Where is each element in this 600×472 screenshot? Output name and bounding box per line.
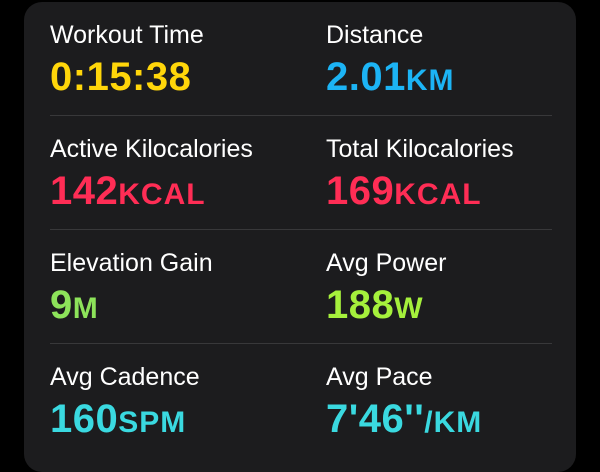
divider	[50, 343, 552, 344]
metric-value: 7'46''/KM	[326, 398, 576, 444]
divider	[50, 115, 552, 116]
metric-label: Distance	[326, 21, 424, 49]
metric-workout-time: Workout Time 0:15:38	[50, 20, 300, 102]
metric-unit: KCAL	[394, 178, 482, 211]
metrics-row: Elevation Gain 9M Avg Power 188W	[24, 230, 576, 343]
metric-value: 142KCAL	[50, 170, 300, 216]
metric-distance: Distance 2.01KM	[326, 20, 576, 102]
metric-value: 169KCAL	[326, 170, 576, 216]
metric-avg-cadence: Avg Cadence 160SPM	[50, 362, 300, 444]
metric-number: 160	[50, 397, 119, 441]
metric-value: 160SPM	[50, 398, 300, 444]
metric-label: Avg Power	[326, 249, 447, 277]
metric-label: Avg Cadence	[50, 363, 200, 391]
metric-number: 188	[326, 283, 395, 327]
metrics-row: Active Kilocalories 142KCAL Total Kiloca…	[24, 116, 576, 229]
metric-number: 2.01	[326, 55, 406, 99]
metric-label: Avg Pace	[326, 363, 433, 391]
metric-unit: KCAL	[118, 178, 206, 211]
metric-label: Workout Time	[50, 21, 204, 49]
metric-avg-power: Avg Power 188W	[326, 248, 576, 330]
metric-elevation-gain: Elevation Gain 9M	[50, 248, 300, 330]
metric-value: 0:15:38	[50, 56, 300, 102]
metric-unit: KM	[405, 64, 455, 97]
metric-label: Total Kilocalories	[326, 135, 514, 163]
metric-label: Elevation Gain	[50, 249, 213, 277]
metric-number: 9	[50, 283, 73, 327]
metric-value: 188W	[326, 284, 576, 330]
divider	[50, 229, 552, 230]
metric-value: 2.01KM	[326, 56, 576, 102]
metric-total-kilocalories: Total Kilocalories 169KCAL	[326, 134, 576, 216]
metric-unit: /KM	[424, 406, 483, 439]
metric-number: 0:15:38	[50, 55, 192, 99]
metric-avg-pace: Avg Pace 7'46''/KM	[326, 362, 576, 444]
workout-summary-card: Workout Time 0:15:38 Distance 2.01KM Act…	[24, 2, 576, 472]
metrics-row: Avg Cadence 160SPM Avg Pace 7'46''/KM	[24, 344, 576, 457]
metric-number: 169	[326, 169, 395, 213]
metric-unit: SPM	[118, 406, 187, 439]
metrics-row: Workout Time 0:15:38 Distance 2.01KM	[24, 2, 576, 115]
metric-number: 7'46''	[326, 397, 425, 441]
metric-number: 142	[50, 169, 119, 213]
metric-active-kilocalories: Active Kilocalories 142KCAL	[50, 134, 300, 216]
metric-unit: M	[72, 292, 99, 325]
metric-value: 9M	[50, 284, 300, 330]
metric-label: Active Kilocalories	[50, 135, 253, 163]
metric-unit: W	[394, 292, 424, 325]
